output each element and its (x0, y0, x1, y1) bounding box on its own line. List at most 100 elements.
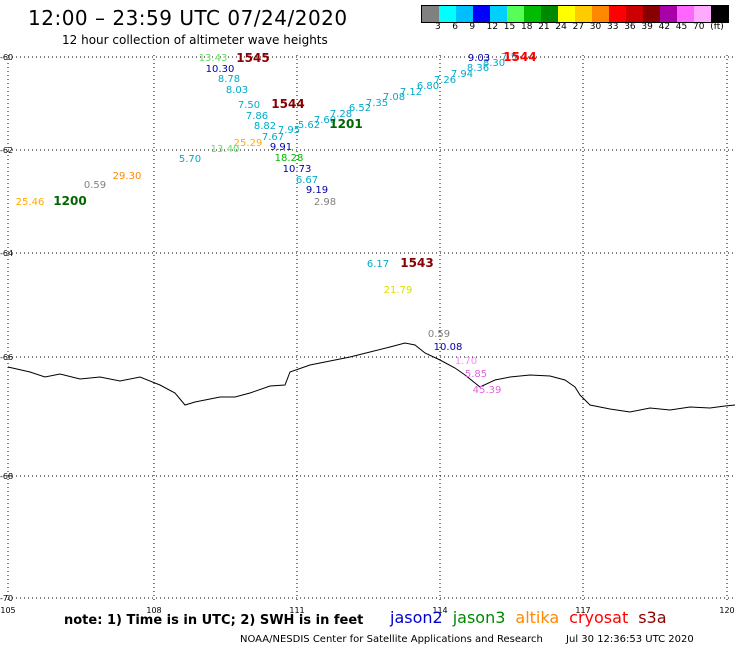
lon-label: 117 (575, 606, 590, 615)
legend-swatch (456, 6, 473, 22)
satellite-altika: altika (515, 608, 560, 627)
wave-height-label: 13.40 (211, 144, 240, 155)
wave-height-label: 6.52 (349, 103, 371, 114)
footnote: note: 1) Time is in UTC; 2) SWH is in fe… (64, 613, 364, 628)
legend-swatch (473, 6, 490, 22)
legend-label: 42 (658, 22, 671, 32)
wave-height-label: 7.26 (434, 75, 456, 86)
lon-label: 120 (719, 606, 734, 615)
legend-label: 30 (589, 22, 602, 32)
satellite-legend: jason2 jason3 altika cryosat s3a (390, 608, 677, 627)
legend-label: (ft) (710, 22, 724, 32)
wave-height-label: 7.5 (501, 52, 517, 63)
pass-time-label: 1545 (236, 51, 269, 65)
map-grid (7, 55, 735, 600)
pass-time-label: 1544 (271, 97, 304, 111)
legend-label: 36 (624, 22, 636, 32)
wave-height-label: 7.67 (262, 132, 284, 143)
lat-label: -68 (0, 472, 13, 481)
wave-height-label: 8.03 (226, 85, 248, 96)
satellite-jason3: jason3 (452, 608, 506, 627)
wave-height-label: 9.19 (306, 185, 328, 196)
lon-label: 105 (0, 606, 15, 615)
credit-line: NOAA/NESDIS Center for Satellite Applica… (240, 634, 714, 645)
legend-swatch (694, 6, 711, 22)
lon-label: 111 (289, 606, 304, 615)
wave-height-label: 7.28 (330, 109, 352, 120)
legend-swatch (558, 6, 575, 22)
wave-height-label: 7.95 (278, 125, 300, 136)
satellite-cryosat: cryosat (569, 608, 629, 627)
wave-height-label: 45.39 (473, 385, 502, 396)
lat-label: -64 (0, 249, 13, 258)
wave-height-label: 7.94 (451, 69, 473, 80)
satellite-s3a: s3a (638, 608, 667, 627)
legend-swatch (643, 6, 660, 22)
timestamp: Jul 30 12:36:53 UTC 2020 (566, 634, 694, 645)
wave-height-label: 9.91 (270, 142, 292, 153)
legend-label: 33 (607, 22, 619, 32)
legend-swatch (575, 6, 592, 22)
wave-height-label: 5.85 (465, 369, 487, 380)
wave-height-label: 25.29 (234, 138, 263, 149)
lon-label: 108 (146, 606, 161, 615)
pass-time-label: 1544 (503, 50, 536, 64)
legend-label: 12 (486, 22, 499, 32)
wave-height-label: 10.08 (434, 342, 463, 353)
wave-height-label: 7.60 (314, 115, 336, 126)
wave-height-label: 5.70 (179, 154, 201, 165)
pass-time-label: 1201 (329, 117, 362, 131)
wave-height-label: 1.70 (455, 356, 477, 367)
legend-label: 6 (452, 22, 458, 32)
pass-time-label: 1200 (53, 194, 86, 208)
legend-label: 15 (503, 22, 516, 32)
legend-label: 18 (521, 22, 533, 32)
legend-swatch (439, 6, 456, 22)
legend-swatch (660, 6, 677, 22)
legend-label: 9 (469, 22, 476, 32)
legend-swatch (711, 6, 728, 22)
legend-swatch (592, 6, 609, 22)
legend-label: 39 (641, 22, 653, 32)
wave-height-label: 21.79 (384, 285, 413, 296)
legend-label: 3 (435, 22, 441, 32)
color-scale-legend (421, 5, 729, 23)
legend-swatch (677, 6, 694, 22)
wave-height-label: 9.03 (468, 53, 490, 64)
wave-height-label: 6.80 (417, 81, 439, 92)
legend-swatch (541, 6, 558, 22)
axis-labels: -60 -62 -64 -66 -68 -70 105 108 111 114 117 120 (0, 53, 735, 615)
legend-label: 24 (555, 22, 567, 32)
wave-height-label: 0.59 (428, 329, 450, 340)
lat-label: -66 (0, 353, 13, 362)
wave-height-label: 13.43 (199, 53, 228, 64)
lon-label: 114 (432, 606, 447, 615)
legend-swatch (626, 6, 643, 22)
wave-height-label: 0.59 (84, 180, 106, 191)
wave-height-label: 8.78 (218, 74, 240, 85)
coastline (7, 342, 736, 413)
legend-label: 45 (675, 22, 688, 32)
wave-height-label: 8.36 (467, 63, 489, 74)
lat-label: -70 (0, 594, 13, 603)
legend-swatch (422, 6, 439, 22)
legend-swatch (490, 6, 507, 22)
wave-height-label: 6.17 (367, 259, 389, 270)
legend-label: 70 (693, 22, 705, 32)
wave-height-label: 7.12 (400, 87, 422, 98)
wave-height-label: 10.30 (206, 64, 235, 75)
wave-height-label: 18.28 (275, 153, 304, 164)
legend-label: 21 (538, 22, 550, 32)
wave-height-label: 25.46 (16, 197, 45, 208)
legend-label: 27 (572, 22, 585, 32)
chart-title: 12:00 – 23:59 UTC 07/24/2020 (28, 6, 348, 30)
legend-swatch (507, 6, 524, 22)
wave-height-label: 7.08 (383, 92, 405, 103)
credit-text: NOAA/NESDIS Center for Satellite Applica… (240, 634, 543, 645)
wave-height-label: 5.62 (298, 120, 320, 131)
wave-height-label: 7.50 (238, 100, 260, 111)
legend-swatch (524, 6, 541, 22)
wave-height-label: 8.30 (483, 58, 505, 69)
